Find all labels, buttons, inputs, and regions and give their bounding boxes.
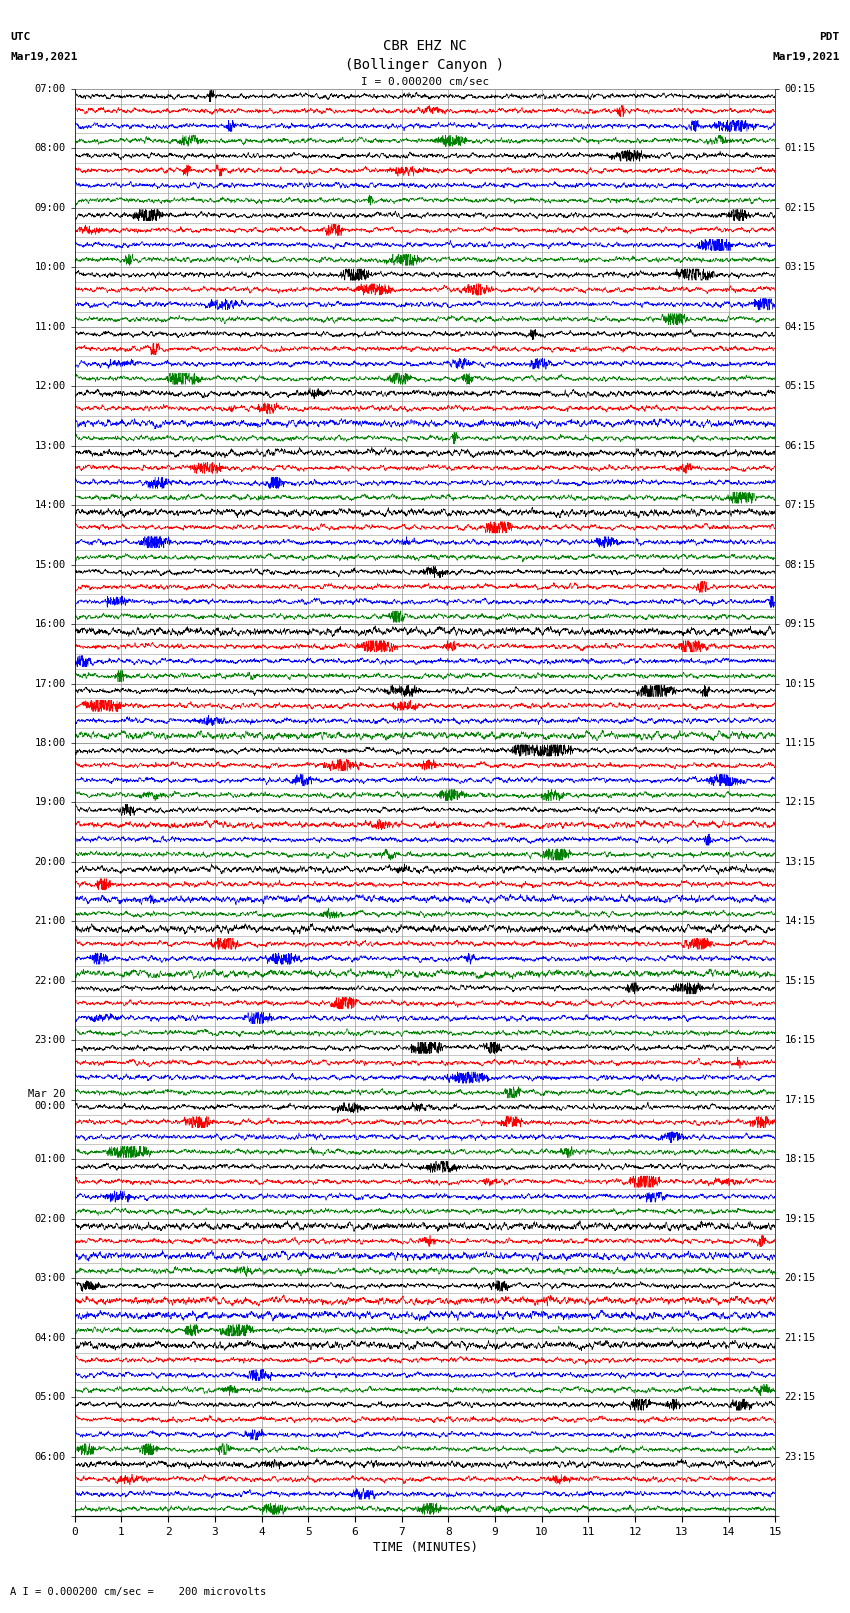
X-axis label: TIME (MINUTES): TIME (MINUTES) (372, 1540, 478, 1553)
Text: Mar19,2021: Mar19,2021 (773, 52, 840, 61)
Text: I = 0.000200 cm/sec: I = 0.000200 cm/sec (361, 77, 489, 87)
Text: PDT: PDT (819, 32, 840, 42)
Text: A I = 0.000200 cm/sec =    200 microvolts: A I = 0.000200 cm/sec = 200 microvolts (10, 1587, 266, 1597)
Text: (Bollinger Canyon ): (Bollinger Canyon ) (345, 58, 505, 73)
Text: CBR EHZ NC: CBR EHZ NC (383, 39, 467, 53)
Text: Mar19,2021: Mar19,2021 (10, 52, 77, 61)
Text: UTC: UTC (10, 32, 31, 42)
